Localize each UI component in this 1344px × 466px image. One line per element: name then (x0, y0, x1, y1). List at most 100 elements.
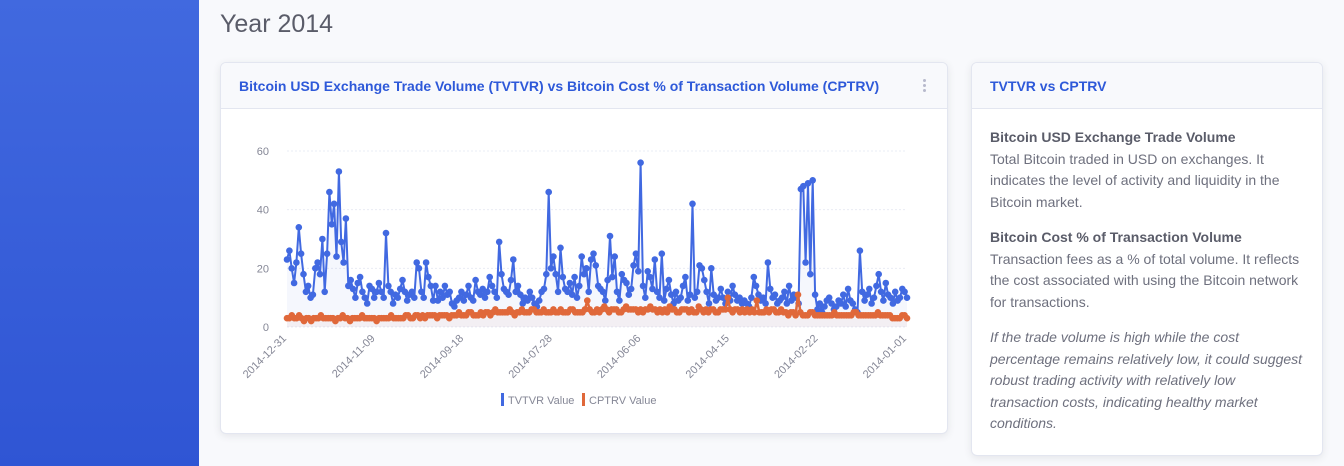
data-point (293, 259, 300, 266)
data-point (484, 288, 491, 296)
data-point (639, 282, 647, 290)
data-point (304, 282, 312, 290)
data-point (361, 294, 369, 301)
data-point (288, 265, 295, 272)
data-point (493, 294, 501, 301)
data-point (719, 294, 727, 301)
data-point (821, 303, 828, 310)
data-point (429, 297, 437, 304)
data-point (833, 303, 840, 310)
data-point (604, 276, 611, 284)
data-point (488, 282, 496, 290)
data-point (535, 297, 543, 304)
data-point (762, 300, 769, 307)
data-point (370, 294, 378, 301)
data-point (866, 285, 873, 293)
data-point (557, 244, 564, 252)
data-point (887, 294, 894, 301)
data-point (632, 250, 640, 257)
data-point (330, 200, 338, 208)
data-point (283, 256, 291, 263)
data-point (507, 276, 515, 284)
data-point (573, 294, 581, 301)
data-point (635, 268, 642, 275)
data-point (568, 291, 576, 298)
data-point (571, 273, 578, 281)
data-point (637, 159, 644, 166)
data-point (585, 288, 592, 296)
legend-swatch (582, 393, 585, 406)
data-point (724, 288, 732, 296)
data-point (672, 288, 680, 296)
data-point (693, 288, 701, 296)
data-point (828, 300, 835, 307)
data-point (552, 270, 559, 278)
data-point (663, 309, 671, 316)
data-point (689, 200, 696, 208)
data-point (729, 282, 736, 290)
data-point (517, 291, 524, 298)
data-point (486, 273, 494, 281)
data-point (717, 285, 725, 293)
data-point (896, 294, 904, 301)
data-point (856, 247, 864, 254)
data-point (764, 259, 772, 266)
data-point (646, 273, 654, 281)
data-point (356, 273, 364, 281)
data-point (722, 306, 729, 313)
data-point (378, 288, 385, 296)
data-point (816, 300, 824, 307)
data-point (540, 285, 548, 293)
data-point (868, 300, 875, 307)
data-point (580, 270, 588, 278)
data-point (290, 279, 298, 287)
data-point (609, 273, 616, 281)
data-point (891, 288, 899, 296)
data-point (420, 294, 427, 301)
data-point (651, 256, 659, 263)
data-point (679, 282, 687, 290)
data-point (441, 282, 449, 290)
line-chart: 0 20 40 60 2014-12-31 2014-11-09 2014-09-18 201… (241, 146, 911, 407)
x-tick-label: 2014-12-31 (241, 333, 289, 381)
data-point (333, 253, 340, 260)
data-point (451, 303, 458, 310)
legend-swatch (501, 393, 504, 406)
data-point (460, 297, 468, 304)
data-point (755, 291, 762, 298)
data-point (469, 297, 477, 304)
data-point (411, 294, 418, 301)
data-point (566, 279, 574, 287)
data-point (458, 288, 465, 296)
info-section-heading: Bitcoin USD Exchange Trade Volume (990, 129, 1236, 145)
data-point (481, 294, 489, 301)
more-options-icon[interactable] (921, 79, 927, 93)
data-point (312, 265, 319, 272)
data-point (584, 297, 591, 304)
data-point (880, 297, 887, 304)
data-point (804, 180, 812, 187)
x-tick-label: 2014-01-01 (861, 333, 909, 381)
info-card-body: Bitcoin USD Exchange Trade Volume Total … (972, 109, 1322, 453)
legend-label: TVTVR Value (508, 395, 574, 407)
chart-card-title: Bitcoin USD Exchange Trade Volume (TVTVR… (239, 77, 880, 94)
data-point (599, 288, 607, 296)
data-point (849, 300, 857, 307)
data-point (373, 288, 380, 296)
data-point (630, 262, 637, 269)
data-point (781, 288, 788, 296)
chart-card-header: Bitcoin USD Exchange Trade Volume (TVTVR… (221, 63, 947, 109)
data-point (618, 270, 626, 278)
data-point (710, 291, 717, 298)
data-point (877, 288, 885, 296)
data-point (693, 309, 700, 316)
data-point (873, 282, 880, 290)
data-point (550, 253, 557, 260)
info-card-header: TVTVR vs CPTRV (972, 63, 1322, 109)
legend-label: CPTRV Value (589, 395, 656, 407)
data-point (323, 250, 331, 257)
data-point (663, 285, 670, 293)
data-point (752, 282, 760, 290)
data-point (778, 294, 786, 301)
info-section-cptrv: Bitcoin Cost % of Transaction Volume Tra… (990, 227, 1304, 313)
